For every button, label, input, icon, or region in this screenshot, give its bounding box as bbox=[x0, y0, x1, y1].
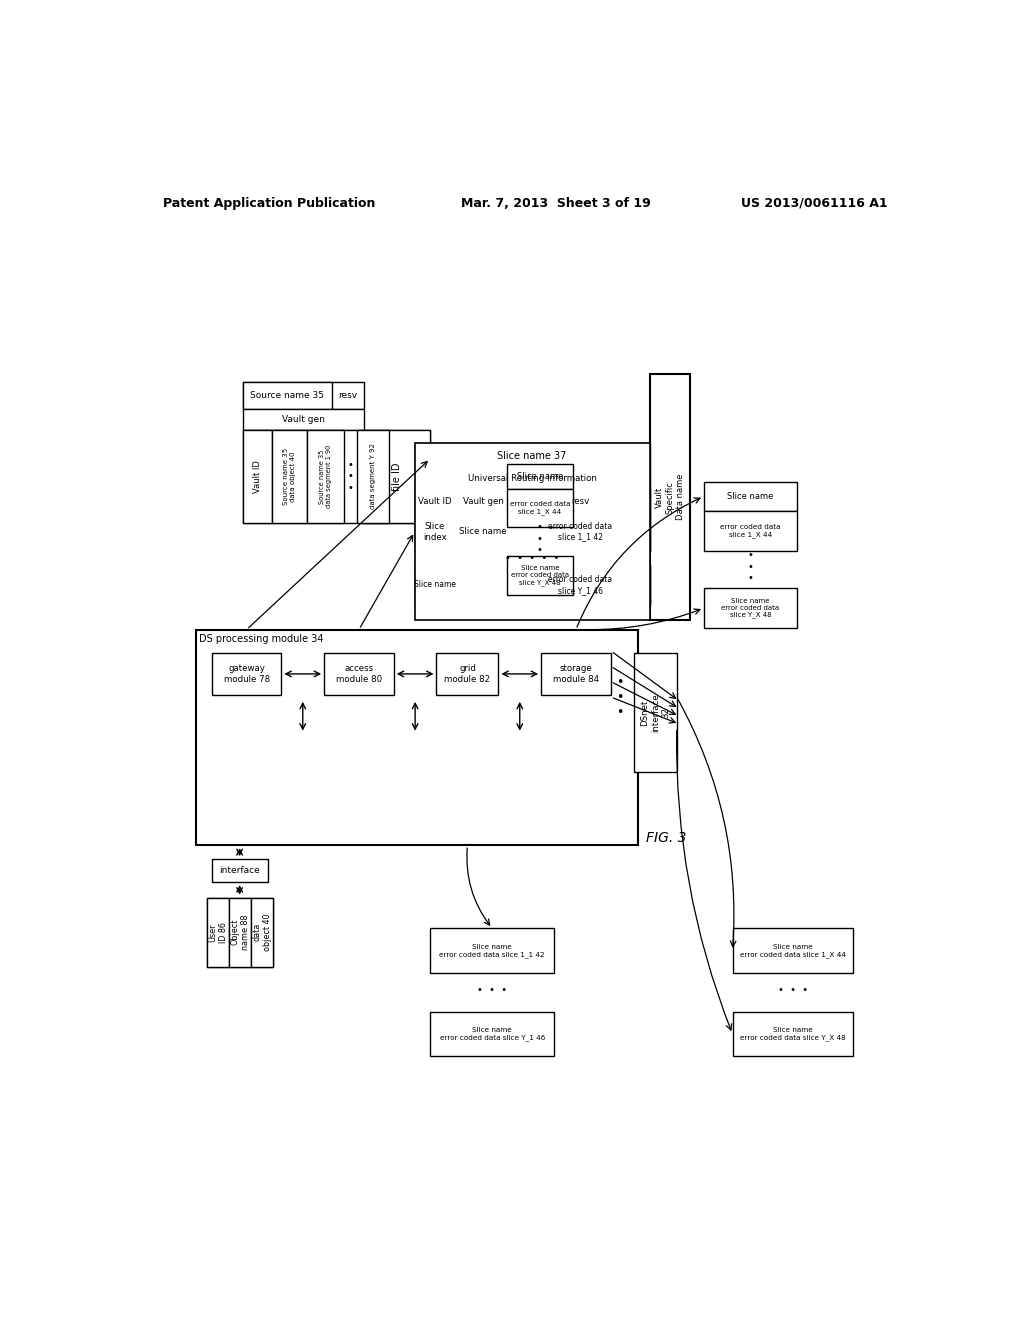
Text: Source name 35
data object 40: Source name 35 data object 40 bbox=[283, 447, 296, 506]
Text: •
•
•: • • • bbox=[616, 676, 624, 718]
Bar bbox=[229, 898, 251, 966]
Text: Slice name: Slice name bbox=[414, 581, 456, 590]
Text: Slice name
error coded data
slice Y_X 48: Slice name error coded data slice Y_X 48 bbox=[511, 565, 569, 586]
Text: Source name 35: Source name 35 bbox=[250, 391, 325, 400]
Bar bbox=[207, 898, 229, 966]
Text: Vault ID: Vault ID bbox=[253, 459, 262, 492]
Text: Slice name: Slice name bbox=[517, 473, 563, 480]
Bar bbox=[703, 482, 797, 511]
Text: Vault
Specific
Data name: Vault Specific Data name bbox=[654, 474, 685, 520]
Bar bbox=[507, 557, 572, 595]
Text: access
module 80: access module 80 bbox=[336, 664, 382, 684]
Text: Slice name
error coded data slice Y_1 46: Slice name error coded data slice Y_1 46 bbox=[439, 1027, 545, 1040]
Bar bbox=[455, 490, 511, 512]
Bar bbox=[356, 430, 389, 523]
Text: Vault ID: Vault ID bbox=[418, 496, 452, 506]
Text: resv: resv bbox=[339, 391, 357, 400]
Text: error coded data
slice Y_1 46: error coded data slice Y_1 46 bbox=[548, 576, 612, 595]
Bar bbox=[507, 488, 572, 527]
Bar bbox=[415, 490, 455, 512]
Bar bbox=[212, 653, 282, 696]
Bar bbox=[732, 928, 853, 973]
Text: •  •  •: • • • bbox=[477, 985, 507, 995]
Text: error coded data
slice 1_X 44: error coded data slice 1_X 44 bbox=[510, 502, 570, 515]
Bar bbox=[243, 409, 365, 430]
Text: resv: resv bbox=[571, 496, 590, 506]
Text: Vault gen: Vault gen bbox=[463, 496, 504, 506]
Bar bbox=[415, 512, 649, 552]
Text: Universal Routing Information: Universal Routing Information bbox=[468, 474, 597, 483]
Bar bbox=[455, 512, 511, 552]
Bar bbox=[415, 565, 649, 605]
Text: data
object 40: data object 40 bbox=[252, 913, 271, 950]
Text: US 2013/0061116 A1: US 2013/0061116 A1 bbox=[741, 197, 888, 210]
Text: Slice name
error coded data
slice Y_X 48: Slice name error coded data slice Y_X 48 bbox=[721, 598, 779, 619]
Text: Slice
index: Slice index bbox=[423, 523, 446, 541]
Bar bbox=[511, 565, 649, 605]
Bar bbox=[634, 653, 677, 772]
Bar bbox=[415, 490, 649, 512]
Bar bbox=[207, 898, 273, 966]
Bar bbox=[541, 653, 611, 696]
Text: •
•
•: • • • bbox=[537, 523, 543, 556]
Text: •
•
•: • • • bbox=[347, 459, 353, 492]
Text: DSnet
interface
32: DSnet interface 32 bbox=[640, 693, 671, 731]
Bar bbox=[243, 381, 365, 409]
Bar bbox=[415, 444, 649, 620]
Bar bbox=[272, 430, 307, 523]
Bar bbox=[415, 512, 455, 552]
Text: Mar. 7, 2013  Sheet 3 of 19: Mar. 7, 2013 Sheet 3 of 19 bbox=[461, 197, 651, 210]
Bar bbox=[732, 1011, 853, 1056]
Text: storage
module 84: storage module 84 bbox=[553, 664, 599, 684]
Text: grid
module 82: grid module 82 bbox=[444, 664, 490, 684]
Bar bbox=[703, 589, 797, 628]
Text: Slice name
error coded data slice 1_X 44: Slice name error coded data slice 1_X 44 bbox=[739, 944, 846, 957]
Bar bbox=[251, 898, 273, 966]
Text: gateway
module 78: gateway module 78 bbox=[223, 664, 269, 684]
Text: DS processing module 34: DS processing module 34 bbox=[200, 634, 324, 644]
Text: •  •  •  •  •: • • • • • bbox=[505, 553, 559, 564]
Text: FIG. 3: FIG. 3 bbox=[646, 830, 686, 845]
Bar bbox=[430, 928, 554, 973]
Text: error coded data
slice 1_X 44: error coded data slice 1_X 44 bbox=[720, 524, 780, 539]
Bar bbox=[197, 630, 638, 845]
Text: Slice name 37: Slice name 37 bbox=[498, 450, 567, 461]
Text: interface: interface bbox=[219, 866, 260, 875]
Bar bbox=[212, 859, 267, 882]
Text: Object
name 88: Object name 88 bbox=[230, 915, 250, 950]
Text: Slice name: Slice name bbox=[727, 492, 773, 500]
Bar bbox=[703, 511, 797, 552]
Bar bbox=[511, 512, 649, 552]
Text: Patent Application Publication: Patent Application Publication bbox=[163, 197, 375, 210]
Bar bbox=[324, 653, 394, 696]
Text: •  •  •: • • • bbox=[777, 985, 808, 995]
Bar bbox=[507, 465, 572, 488]
Text: data segment Y 92: data segment Y 92 bbox=[370, 444, 376, 510]
Text: Vault gen: Vault gen bbox=[282, 414, 325, 424]
Bar bbox=[307, 430, 344, 523]
Bar bbox=[415, 469, 649, 490]
Bar bbox=[455, 565, 511, 605]
Text: file ID: file ID bbox=[392, 462, 402, 491]
Bar bbox=[243, 381, 332, 409]
Bar bbox=[649, 374, 690, 620]
Bar bbox=[365, 430, 430, 523]
Text: Slice name
error coded data slice 1_1 42: Slice name error coded data slice 1_1 42 bbox=[439, 944, 545, 957]
Bar bbox=[243, 430, 272, 523]
Text: Slice name: Slice name bbox=[459, 528, 507, 536]
Bar bbox=[415, 565, 455, 605]
Bar bbox=[415, 444, 649, 469]
Bar bbox=[436, 653, 499, 696]
Text: User
ID 86: User ID 86 bbox=[208, 921, 227, 942]
Bar bbox=[430, 1011, 554, 1056]
Text: Source name 35
data segment 1 90: Source name 35 data segment 1 90 bbox=[319, 445, 332, 508]
Bar bbox=[511, 490, 649, 512]
Text: •
•
•: • • • bbox=[748, 550, 754, 583]
Bar bbox=[243, 430, 430, 523]
Text: Slice name
error coded data slice Y_X 48: Slice name error coded data slice Y_X 48 bbox=[739, 1027, 846, 1040]
Text: error coded data
slice 1_1 42: error coded data slice 1_1 42 bbox=[548, 523, 612, 541]
